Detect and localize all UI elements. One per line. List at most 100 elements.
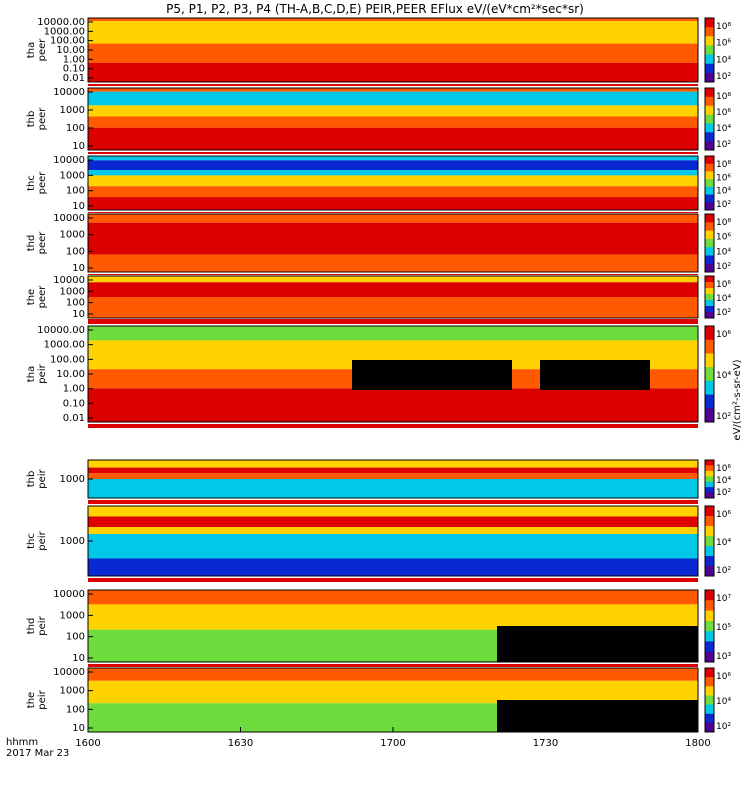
colorbar-segment (705, 114, 714, 124)
colorbar-segment (705, 651, 714, 663)
colorbar-tick-label: 10² (716, 412, 731, 422)
low-count-region (497, 700, 698, 732)
heat-band (88, 388, 698, 422)
colorbar-segment (705, 72, 714, 83)
colorbar-frame (704, 667, 715, 733)
panel-thc-peer: thcpeer 10000 1000 100 10 10⁸ 10⁶ 10⁴ 10² (26, 155, 731, 212)
colorbar-segment (705, 214, 714, 223)
colorbar-segment (705, 171, 714, 180)
colorbar-tick-label: 10² (716, 488, 731, 498)
panel-label: thcpeir (26, 530, 48, 550)
colorbar-frame (704, 87, 715, 151)
heat-band (88, 62, 698, 82)
colorbar-segment (705, 247, 714, 256)
x-tick-label: 1730 (533, 738, 558, 749)
colorbar-frame (704, 505, 715, 577)
x-tick-label: 1800 (685, 738, 710, 749)
panel-label: thdpeer (26, 231, 48, 255)
panel-label: thepeir (26, 689, 48, 709)
y-tick-label: 1000 (60, 230, 85, 241)
colorbar-segment (705, 536, 714, 547)
y-tick-label: 10 (72, 263, 85, 274)
y-tick-label: 100 (66, 186, 85, 197)
heat-band (88, 88, 698, 92)
colorbar-tick-label: 10² (716, 308, 731, 318)
colorbar-segment (705, 63, 714, 74)
heat-band (88, 214, 698, 223)
colorbar-frame (704, 17, 715, 83)
colorbar-tick-label: 10⁶ (716, 108, 731, 118)
colorbar-segment (705, 492, 714, 499)
colorbar-tick-label: 10⁶ (716, 173, 731, 183)
colorbar-segment (705, 88, 714, 98)
heat-band (88, 326, 698, 341)
time-format-label: hhmm (6, 737, 39, 748)
colorbar-segment (705, 465, 714, 472)
y-tick-label: 100 (66, 246, 85, 257)
y-tick-label: 1.00 (63, 54, 85, 65)
y-tick-label: 1000 (60, 286, 85, 297)
x-tick-label: 1700 (380, 738, 405, 749)
y-tick-label: 10000 (53, 275, 85, 286)
y-tick-label: 1000 (60, 474, 85, 485)
colorbar-segment (705, 294, 714, 301)
colorbar-tick-label: 10⁶ (716, 280, 731, 290)
panel-thb-peer: thbpeer 10000 1000 100 10 10⁸ 10⁶ 10⁴ 10² (26, 87, 731, 152)
colorbar-segment (705, 367, 714, 382)
y-tick-label: 100.00 (50, 36, 85, 47)
low-count-region (540, 360, 650, 390)
heat-band (88, 604, 698, 630)
quality-flag-bar (88, 664, 698, 667)
colorbar-segment (705, 713, 714, 724)
panel-frame (87, 213, 699, 273)
colorbar-segment (705, 590, 714, 601)
colorbar-segment (705, 487, 714, 494)
colorbar-tick-label: 10² (716, 72, 731, 82)
colorbar-segment (705, 481, 714, 488)
chart-title: P5, P1, P2, P3, P4 (TH-A,B,C,D,E) PEIR,P… (166, 2, 584, 16)
quality-flag-bar (88, 578, 698, 582)
y-tick-label: 10000.00 (37, 17, 85, 28)
colorbar-tick-label: 10⁴ (716, 538, 731, 548)
heat-band (88, 558, 698, 576)
heat-band (88, 297, 698, 318)
y-tick-label: 100 (66, 298, 85, 309)
colorbar-segment (705, 18, 714, 28)
colorbar-segment (705, 105, 714, 116)
y-tick-label: 100 (66, 123, 85, 134)
quality-flag-bar (88, 274, 698, 275)
heat-band (88, 680, 698, 704)
heat-band (88, 175, 698, 187)
heat-band (88, 197, 698, 210)
y-tick-label: 1000 (60, 686, 85, 697)
x-tick-label: 1600 (75, 738, 100, 749)
colorbar-segment (705, 641, 714, 653)
colorbar-segment (705, 255, 714, 265)
colorbar-segment (705, 610, 714, 622)
colorbar-segment (705, 194, 714, 203)
y-tick-label: 10 (72, 201, 85, 212)
colorbar-segment (705, 179, 714, 188)
colorbar-frame (704, 155, 715, 211)
panel-tha-peer: thapeer 10000.001000.00100.0010.001.000.1… (26, 17, 731, 84)
colorbar-segment (705, 306, 714, 313)
panel-thd-peer: thdpeer 10000 1000 100 10 10⁸ 10⁶ 10⁴ 10² (26, 213, 731, 274)
colorbar-segment (705, 312, 714, 319)
y-tick-label: 0.01 (63, 413, 85, 424)
colorbar-segment (705, 156, 714, 165)
panel-frame (87, 589, 699, 663)
y-tick-label: 10000 (53, 155, 85, 166)
colorbar-segment (705, 695, 714, 706)
colorbar-tick-label: 10⁶ (716, 330, 731, 340)
y-tick-label: 10 (72, 309, 85, 320)
panel-label: thbpeer (26, 107, 48, 131)
low-count-region (352, 360, 512, 390)
heat-band (88, 467, 698, 474)
heat-band (88, 127, 698, 150)
y-tick-label: 1000 (60, 536, 85, 547)
colorbar-segment (705, 677, 714, 687)
colorbar-tick-label: 10² (716, 566, 731, 576)
colorbar-tick-label: 10⁴ (716, 55, 731, 65)
